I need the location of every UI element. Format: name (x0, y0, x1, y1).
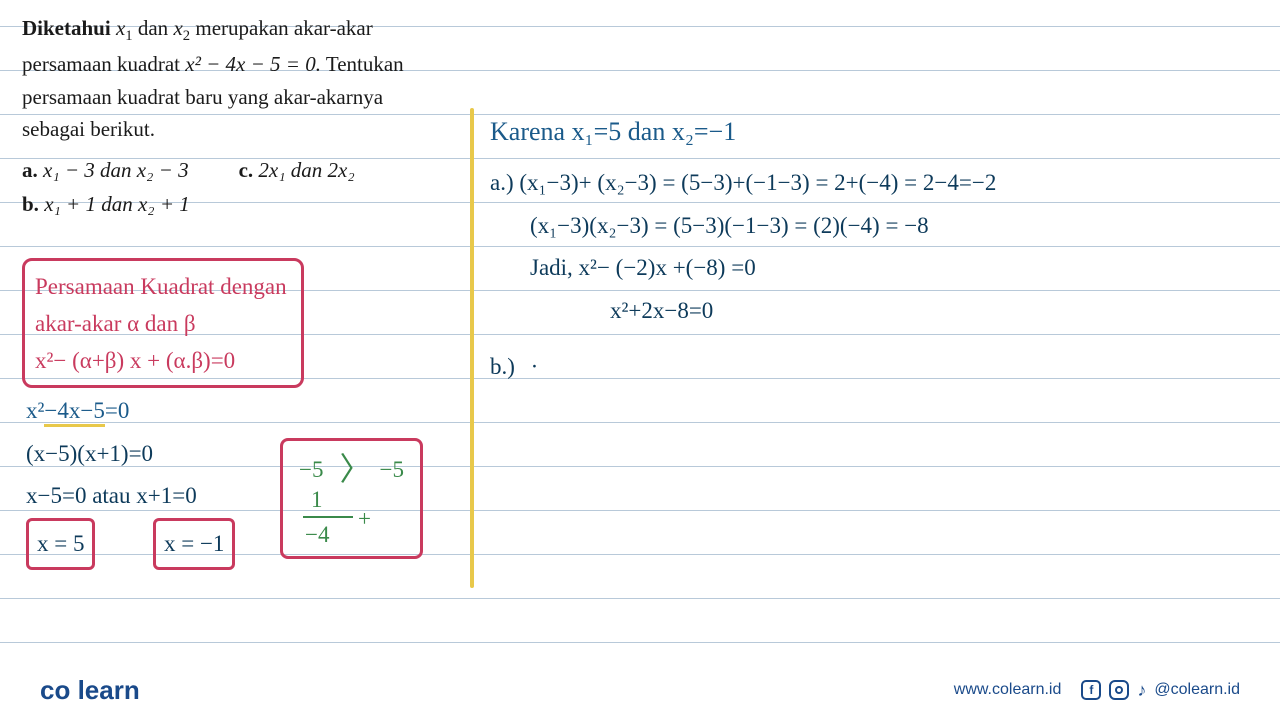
problem-statement: Diketahui x1 dan x2 merupakan akar-akar … (22, 12, 462, 221)
solution-x5: x = 5 (26, 518, 95, 571)
logo: co learn (40, 675, 140, 706)
logo-co: co (40, 675, 70, 705)
opt-a-text: x₁ − 3 dan x₂ − 3 (43, 158, 189, 182)
solution-xneg1: x = −1 (153, 518, 235, 571)
part-a: a.) (x₁−3)+ (x₂−3) = (5−3)+(−1−3) = 2+(−… (490, 162, 996, 205)
eq1-d: =0 (105, 398, 129, 423)
equation-given: x² − 4x − 5 = 0. (185, 52, 321, 76)
social-icons: f ♪ @colearn.id (1081, 680, 1240, 701)
text-dan: dan (138, 16, 174, 40)
formula-box: Persamaan Kuadrat dengan akar-akar α dan… (22, 258, 304, 388)
b-dot: · (531, 354, 539, 379)
factor-mid: 1 (311, 485, 323, 515)
b-label: b.) (490, 354, 515, 379)
eq1-c: −5 (80, 398, 104, 427)
a-label: a.) (490, 170, 514, 195)
factor-diagram: −5 〉−5 1 + −4 (280, 438, 423, 559)
working-left: x²−4x−5=0 (x−5)(x+1)=0 x−5=0 atau x+1=0 … (26, 390, 235, 570)
formula-line-2: akar-akar α dan β (35, 306, 287, 343)
text-diketahui: Diketahui (22, 16, 116, 40)
problem-line-2: persamaan kuadrat x² − 4x − 5 = 0. Tentu… (22, 48, 462, 81)
opt-c-text: 2x₁ dan 2x₂ (258, 158, 354, 182)
option-a: a. x₁ − 3 dan x₂ − 3 (22, 154, 189, 187)
a-result: x²+2x−8=0 (610, 290, 996, 333)
problem-line-3: persamaan kuadrat baru yang akar-akarnya (22, 81, 462, 114)
footer: co learn www.colearn.id f ♪ @colearn.id (0, 660, 1280, 720)
solutions-row: x = 5 x = −1 (26, 518, 235, 571)
opt-b-label: b. (22, 192, 39, 216)
opt-c-label: c. (239, 158, 254, 182)
option-c: c. 2x₁ dan 2x₂ (239, 154, 355, 187)
opt-b-text: x₁ + 1 dan x₂ + 1 (44, 192, 190, 216)
instagram-icon (1109, 680, 1129, 700)
tiktok-icon: ♪ (1137, 680, 1146, 701)
eq-original: x²−4x−5=0 (26, 390, 235, 433)
problem-line-1: Diketahui x1 dan x2 merupakan akar-akar (22, 12, 462, 48)
var-x1: x (116, 16, 125, 40)
text-persamaan: persamaan kuadrat (22, 52, 185, 76)
text-tentukan: Tentukan (321, 52, 404, 76)
problem-line-4: sebagai berikut. (22, 113, 462, 146)
working-right: Karena x₁=5 dan x₂=−1 a.) (x₁−3)+ (x₂−3)… (490, 108, 996, 389)
formula-line-3: x²− (α+β) x + (α.β)=0 (35, 343, 287, 380)
footer-url: www.colearn.id (954, 681, 1062, 699)
footer-right: www.colearn.id f ♪ @colearn.id (954, 680, 1240, 701)
text-merupakan: merupakan akar-akar (195, 16, 372, 40)
factor-plus: + (358, 504, 371, 534)
formula-line-1: Persamaan Kuadrat dengan (35, 269, 287, 306)
facebook-icon: f (1081, 680, 1101, 700)
var-x2: x (173, 16, 182, 40)
factor-top-left: −5 (299, 455, 323, 485)
options-block: a. x₁ − 3 dan x₂ − 3 c. 2x₁ dan 2x₂ b. x… (22, 152, 462, 221)
option-b: b. x₁ + 1 dan x₂ + 1 (22, 188, 462, 221)
vertical-divider (470, 108, 474, 588)
factor-product: −5 (380, 455, 404, 485)
a-sum: (x₁−3)+ (x₂−3) = (5−3)+(−1−3) = 2+(−4) =… (519, 170, 996, 195)
right-header: Karena x₁=5 dan x₂=−1 (490, 108, 996, 156)
footer-handle: @colearn.id (1154, 681, 1240, 699)
a-product: (x₁−3)(x₂−3) = (5−3)(−1−3) = (2)(−4) = −… (530, 205, 996, 248)
a-jadi: Jadi, x²− (−2)x +(−8) =0 (530, 247, 996, 290)
opt-a-label: a. (22, 158, 38, 182)
eq1-b: −4x (44, 398, 80, 427)
logo-learn: learn (78, 675, 140, 705)
factor-sum: −4 (305, 520, 404, 550)
eq1-a: x² (26, 398, 44, 423)
eq-zero-product: x−5=0 atau x+1=0 (26, 475, 235, 518)
part-b: b.) · (490, 346, 996, 389)
eq-factored: (x−5)(x+1)=0 (26, 433, 235, 476)
